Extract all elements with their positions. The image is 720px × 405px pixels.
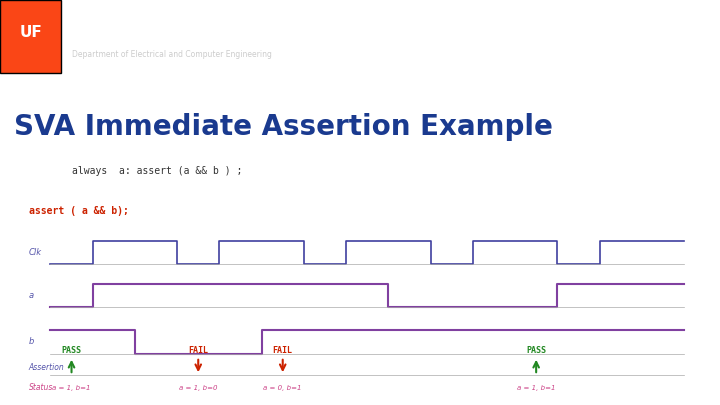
Text: a = 1, b=1: a = 1, b=1 bbox=[53, 385, 91, 391]
Text: assert ( a && b);: assert ( a && b); bbox=[29, 206, 129, 216]
Text: always  a: assert (a && b ) ;: always a: assert (a && b ) ; bbox=[72, 166, 243, 176]
Text: FAIL: FAIL bbox=[273, 346, 293, 355]
Text: b: b bbox=[29, 337, 34, 346]
Text: POWERING THE NEW ENGINEER TO TRANSFORM THE FUTURE: POWERING THE NEW ENGINEER TO TRANSFORM T… bbox=[545, 23, 713, 28]
Text: a = 1, b=0: a = 1, b=0 bbox=[179, 385, 217, 391]
Text: a = 1, b=1: a = 1, b=1 bbox=[517, 385, 555, 391]
Text: Status: Status bbox=[29, 384, 53, 392]
Text: a = 0, b=1: a = 0, b=1 bbox=[264, 385, 302, 391]
Text: Department of Electrical and Computer Engineering: Department of Electrical and Computer En… bbox=[72, 50, 272, 59]
Text: Herbert Wertheim College of Engineering: Herbert Wertheim College of Engineering bbox=[72, 19, 362, 32]
Text: a: a bbox=[29, 291, 34, 300]
FancyBboxPatch shape bbox=[0, 0, 61, 73]
Text: SVA Immediate Assertion Example: SVA Immediate Assertion Example bbox=[14, 113, 553, 141]
Text: PASS: PASS bbox=[526, 346, 546, 355]
Text: FAIL: FAIL bbox=[188, 346, 208, 355]
Text: Assertion: Assertion bbox=[29, 363, 65, 372]
Text: Clk: Clk bbox=[29, 248, 42, 257]
Text: PASS: PASS bbox=[61, 346, 81, 355]
Text: UF: UF bbox=[19, 25, 42, 40]
